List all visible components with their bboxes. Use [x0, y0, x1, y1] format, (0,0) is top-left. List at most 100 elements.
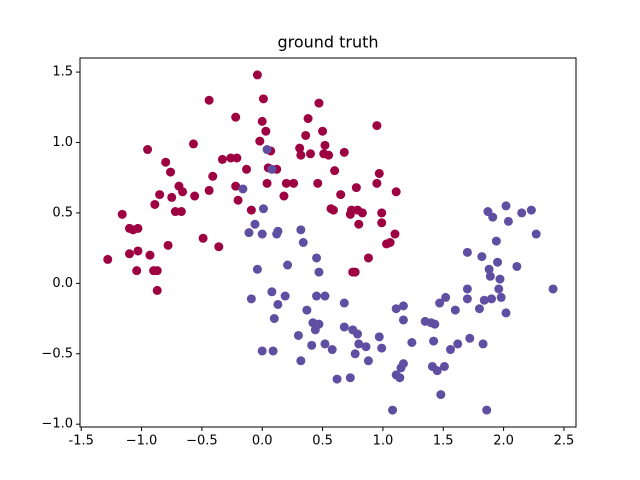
- y-tick-label: 0.5: [52, 205, 73, 220]
- point: [494, 284, 504, 294]
- point: [361, 342, 371, 352]
- point: [339, 147, 349, 157]
- point: [398, 359, 408, 369]
- point: [501, 201, 511, 211]
- point: [313, 178, 323, 188]
- x-tick-label: 0.5: [312, 434, 333, 449]
- x-tick-label: −1.0: [126, 434, 158, 449]
- point: [279, 191, 289, 201]
- point: [190, 191, 200, 201]
- point: [281, 178, 291, 188]
- point: [258, 204, 268, 214]
- x-tick-label: 2.0: [493, 434, 514, 449]
- point: [232, 153, 242, 163]
- point: [161, 157, 171, 167]
- x-tick-label: 2.5: [554, 434, 575, 449]
- point: [531, 229, 541, 239]
- point: [407, 337, 417, 347]
- point: [485, 271, 495, 281]
- point: [432, 366, 442, 376]
- point: [252, 70, 262, 80]
- point: [436, 390, 446, 400]
- point: [312, 253, 322, 263]
- point: [298, 238, 308, 247]
- point: [295, 143, 305, 153]
- point: [462, 247, 472, 257]
- point: [474, 304, 484, 314]
- point: [167, 192, 177, 202]
- point: [257, 229, 267, 239]
- point: [377, 208, 387, 218]
- point: [178, 187, 188, 197]
- point: [280, 291, 290, 301]
- point: [548, 284, 558, 294]
- point: [441, 292, 451, 302]
- point: [339, 322, 349, 332]
- point: [296, 356, 306, 366]
- y-tick-label: −0.5: [41, 346, 73, 361]
- point: [267, 287, 277, 297]
- point: [350, 349, 360, 359]
- x-tick-label: -1.5: [69, 434, 94, 449]
- x-tick-label: −0.5: [186, 434, 218, 449]
- point: [354, 219, 364, 229]
- point: [503, 216, 513, 226]
- point: [306, 149, 316, 159]
- point: [283, 260, 293, 270]
- point: [132, 266, 142, 276]
- point: [188, 139, 198, 149]
- point: [345, 373, 355, 383]
- point: [296, 225, 306, 235]
- point: [258, 94, 268, 104]
- point: [268, 346, 278, 356]
- point: [257, 116, 267, 126]
- point: [261, 126, 271, 136]
- point: [293, 330, 303, 340]
- point: [512, 261, 522, 271]
- point: [482, 405, 492, 415]
- point: [377, 218, 387, 228]
- point: [163, 240, 173, 250]
- x-tick-label: 0.0: [252, 434, 273, 449]
- point: [462, 294, 472, 304]
- point: [372, 121, 382, 131]
- point: [152, 266, 162, 276]
- point: [312, 291, 322, 301]
- point: [517, 208, 527, 218]
- point: [363, 356, 373, 366]
- point: [429, 336, 439, 346]
- point: [133, 223, 143, 233]
- point: [252, 264, 262, 274]
- point: [374, 168, 384, 178]
- point: [246, 205, 256, 215]
- point: [307, 340, 317, 350]
- point: [398, 301, 408, 311]
- point: [198, 233, 208, 243]
- point: [238, 184, 248, 194]
- point: [269, 314, 279, 324]
- point: [491, 236, 501, 246]
- point: [314, 98, 324, 108]
- point: [372, 178, 382, 188]
- point: [320, 140, 330, 150]
- point: [496, 292, 506, 302]
- point: [332, 374, 342, 384]
- point: [465, 333, 475, 343]
- point: [314, 267, 324, 277]
- point: [124, 249, 134, 259]
- y-tick-label: 0.0: [52, 276, 73, 291]
- point: [377, 343, 387, 353]
- point: [214, 242, 224, 252]
- y-tick-label: 1.5: [52, 65, 73, 80]
- point: [117, 209, 127, 219]
- y-tick-label: 1.0: [52, 135, 73, 150]
- point: [479, 295, 489, 305]
- point: [273, 226, 283, 236]
- point: [363, 253, 373, 263]
- y-tick-label: −1.0: [41, 417, 73, 432]
- point: [391, 187, 401, 197]
- point: [152, 285, 162, 295]
- point: [296, 150, 306, 160]
